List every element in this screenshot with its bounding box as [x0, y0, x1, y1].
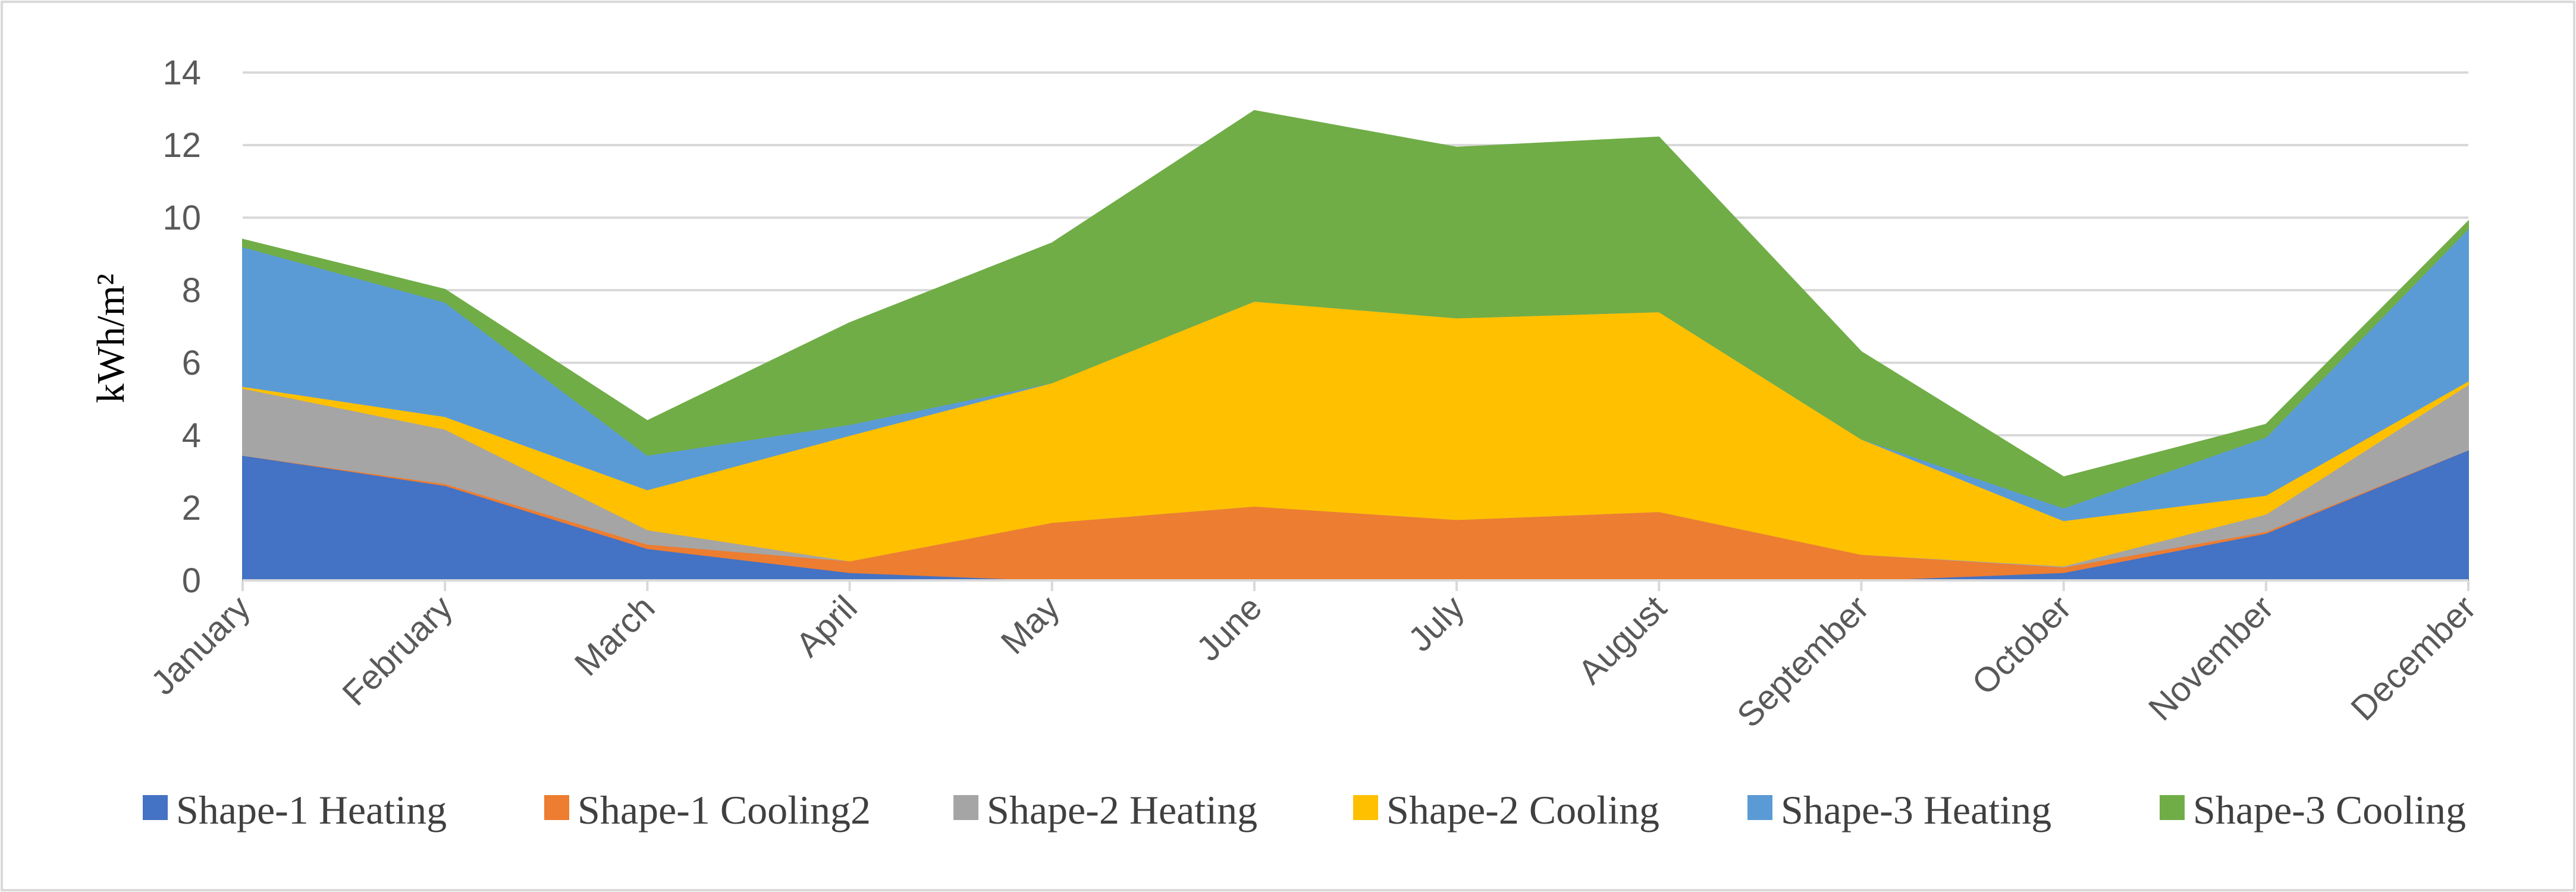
y-tick-label: 10 — [162, 199, 201, 237]
legend-label: Shape-2 Heating — [987, 787, 1257, 833]
legend-swatch — [1353, 795, 1378, 820]
legend: Shape-1 Heating Shape-1 Cooling2 Shape-2 H… — [143, 787, 2466, 833]
y-tick-label: 4 — [182, 416, 201, 455]
y-tick-label: 14 — [162, 54, 201, 92]
legend-swatch — [2160, 795, 2185, 820]
legend-swatch — [953, 795, 978, 820]
legend-swatch — [1747, 795, 1772, 820]
y-tick-label: 6 — [182, 344, 201, 382]
legend-swatch — [143, 795, 168, 820]
legend-label: Shape-3 Cooling — [2193, 787, 2466, 833]
area-shape-3-cooling — [242, 110, 2469, 509]
y-axis-title: kWh/m² — [89, 274, 133, 403]
y-tick-label: 2 — [182, 489, 201, 527]
y-tick-label: 0 — [182, 561, 201, 600]
legend-label: Shape-1 Heating — [176, 787, 447, 833]
legend-label: Shape-2 Cooling — [1386, 787, 1659, 833]
y-tick-label: 8 — [182, 271, 201, 310]
legend-label: Shape-3 Heating — [1781, 787, 2051, 833]
legend-swatch — [544, 795, 569, 820]
y-tick-label: 12 — [162, 126, 201, 165]
legend-label: Shape-1 Cooling2 — [578, 787, 871, 833]
